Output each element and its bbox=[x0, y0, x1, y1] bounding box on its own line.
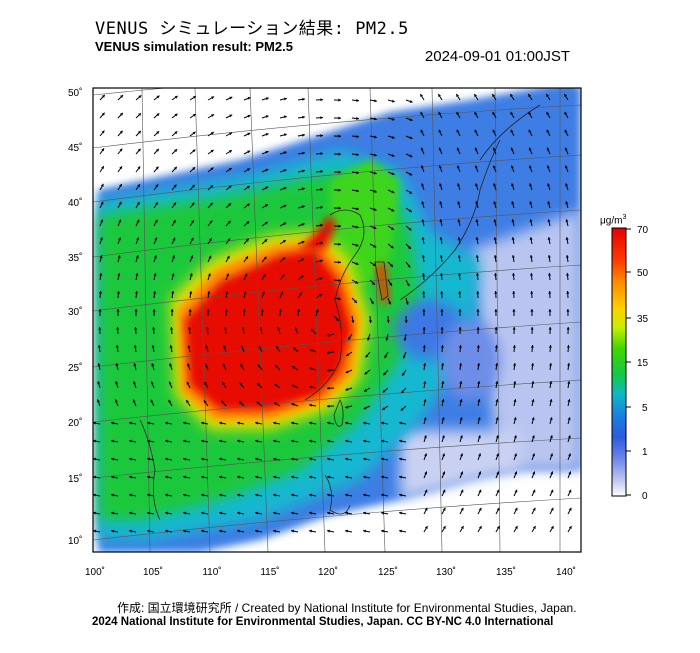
colorbar-ticks bbox=[626, 229, 631, 495]
lon-label: 110˚ bbox=[202, 566, 221, 578]
lon-label: 100˚ bbox=[85, 566, 105, 578]
lat-label: 30˚ bbox=[68, 306, 82, 318]
lon-label: 120˚ bbox=[318, 566, 338, 578]
lon-label: 140˚ bbox=[556, 566, 576, 578]
colorbar bbox=[612, 228, 626, 496]
credit: 作成: 国立環境研究所 / Created by National Instit… bbox=[117, 599, 577, 616]
lon-label: 135˚ bbox=[496, 566, 516, 578]
colorbar-label: 35 bbox=[637, 314, 649, 325]
license: 2024 National Institute for Environmenta… bbox=[92, 616, 553, 628]
colorbar-unit: μg/m3 bbox=[600, 214, 626, 226]
colorbar-label: 15 bbox=[637, 358, 649, 369]
lat-label: 40˚ bbox=[68, 197, 82, 209]
lat-label: 25˚ bbox=[68, 362, 82, 374]
pm25-field bbox=[93, 82, 581, 552]
colorbar-label: 50 bbox=[637, 268, 649, 279]
lon-label: 115˚ bbox=[260, 566, 279, 578]
lat-label: 35˚ bbox=[68, 252, 82, 264]
lon-label: 130˚ bbox=[436, 566, 456, 578]
lat-label: 10˚ bbox=[68, 535, 82, 547]
lat-label: 15˚ bbox=[68, 473, 82, 485]
colorbar-label: 0 bbox=[642, 491, 648, 502]
lat-label: 20˚ bbox=[68, 417, 82, 429]
colorbar-label: 1 bbox=[642, 447, 648, 458]
lat-labels: 50˚ 45˚ 40˚ 35˚ 30˚ 25˚ 20˚ 15˚ 10˚ bbox=[68, 87, 82, 547]
colorbar-labels: 70 50 35 15 5 1 0 bbox=[637, 225, 649, 502]
colorbar-label: 5 bbox=[642, 403, 648, 414]
lat-label: 45˚ bbox=[68, 142, 82, 154]
lon-labels: 100˚ 105˚ 110˚ 115˚ 120˚ 125˚ 130˚ 135˚ … bbox=[85, 566, 576, 578]
lat-label: 50˚ bbox=[68, 87, 82, 99]
lon-label: 125˚ bbox=[378, 566, 398, 578]
lon-label: 105˚ bbox=[143, 566, 163, 578]
colorbar-label: 70 bbox=[637, 225, 649, 236]
